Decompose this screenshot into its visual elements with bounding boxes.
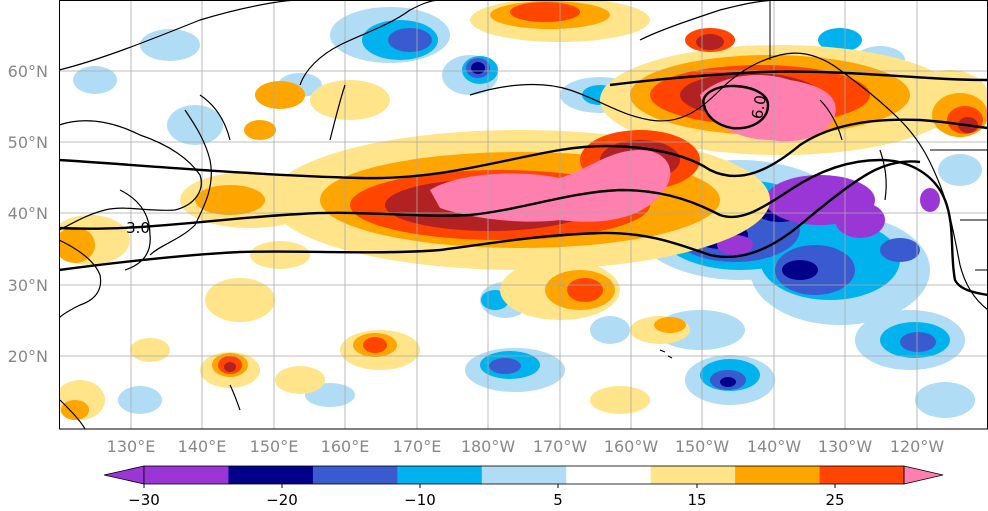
- colorbar-tick-label: −30: [128, 491, 160, 509]
- lat-label-50: 50°N: [8, 133, 48, 152]
- colorbar-segment: [312, 466, 398, 484]
- colorbar-segment: [397, 466, 483, 484]
- colorbar: −30 −20 −10 5 15 25: [103, 465, 944, 509]
- contour-label-6: 6.0: [748, 94, 770, 121]
- lon-label-140e: 140°E: [178, 437, 227, 456]
- lat-label-40: 40°N: [8, 204, 48, 223]
- lat-label-60: 60°N: [8, 62, 48, 81]
- lon-label-160w: 160°W: [604, 437, 659, 456]
- colorbar-segment: [228, 466, 314, 484]
- contour-lines: [59, 70, 988, 297]
- lat-label-20: 20°N: [8, 347, 48, 366]
- coastlines: [59, 0, 988, 429]
- lon-label-150e: 150°E: [250, 437, 299, 456]
- colorbar-segment: [566, 466, 652, 484]
- lon-label-140w: 140°W: [747, 437, 802, 456]
- lon-label-170e: 170°E: [393, 437, 442, 456]
- colorbar-segments: [103, 465, 944, 485]
- lon-label-170w: 170°W: [533, 437, 588, 456]
- colorbar-tick-label: 5: [553, 491, 563, 509]
- country-borders: [769, 0, 988, 271]
- colorbar-segment: [650, 466, 736, 484]
- lon-label-160e: 160°E: [321, 437, 370, 456]
- colorbar-segment: [144, 466, 229, 484]
- lon-label-130e: 130°E: [107, 437, 156, 456]
- contour-label-3: 3.0: [126, 219, 150, 237]
- lon-label-180w: 180°W: [461, 437, 516, 456]
- lon-label-130w: 130°W: [818, 437, 873, 456]
- colorbar-tick-label: 25: [825, 491, 844, 509]
- map-panel: 3.0 6.0: [59, 0, 988, 430]
- latitude-labels: 60°N 50°N 40°N 30°N 20°N: [8, 62, 48, 366]
- colorbar-tick-label: −20: [266, 491, 298, 509]
- colorbar-tick-labels: −30 −20 −10 5 15 25: [128, 491, 844, 509]
- longitude-labels: 130°E 140°E 150°E 160°E 170°E 180°W 170°…: [107, 437, 945, 456]
- colorbar-ticks: [143, 484, 836, 488]
- colorbar-extend-low: [103, 465, 145, 485]
- colorbar-tick-label: −10: [404, 491, 436, 509]
- lat-label-30: 30°N: [8, 276, 48, 295]
- colorbar-segment: [819, 466, 905, 484]
- colorbar-frame: [143, 465, 905, 485]
- gridlines: [59, 0, 988, 429]
- colorbar-segment: [481, 466, 567, 484]
- colorbar-extend-high: [903, 465, 944, 485]
- colorbar-segment: [735, 466, 821, 484]
- colorbar-tick-label: 15: [687, 491, 706, 509]
- lon-label-120w: 120°W: [890, 437, 945, 456]
- contour-labels: 3.0 6.0: [126, 94, 770, 237]
- lon-label-150w: 150°W: [675, 437, 730, 456]
